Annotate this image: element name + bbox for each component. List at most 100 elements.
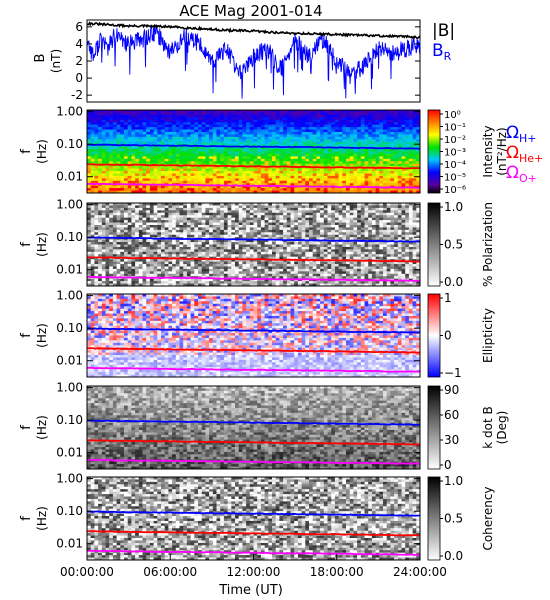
heatmap-cell bbox=[249, 171, 254, 174]
heatmap-cell bbox=[131, 114, 136, 118]
heatmap-cell bbox=[198, 210, 203, 214]
heatmap-cell bbox=[142, 215, 147, 219]
heatmap-cell bbox=[231, 112, 236, 116]
heatmap-cell bbox=[227, 203, 232, 206]
heatmap-cell bbox=[290, 229, 295, 233]
heatmap-cell bbox=[364, 188, 369, 191]
heatmap-cell bbox=[175, 122, 180, 126]
heatmap-cell bbox=[375, 217, 380, 221]
heatmap-cell bbox=[87, 242, 92, 245]
heatmap-cell bbox=[309, 153, 314, 157]
heatmap-cell bbox=[334, 203, 339, 206]
heatmap-cell bbox=[201, 151, 206, 155]
heatmap-cell bbox=[179, 158, 184, 162]
heatmap-cell bbox=[186, 232, 191, 236]
heatmap-cell bbox=[357, 131, 362, 135]
heatmap-cell bbox=[334, 129, 339, 133]
heatmap-cell bbox=[316, 227, 321, 231]
heatmap-cell bbox=[146, 205, 151, 209]
heatmap-cell bbox=[231, 210, 236, 214]
heatmap-cell bbox=[112, 141, 117, 145]
heatmap-cell bbox=[201, 207, 206, 211]
heatmap-cell bbox=[316, 129, 321, 133]
heatmap-cell bbox=[334, 117, 339, 121]
heatmap-cell bbox=[412, 153, 417, 157]
heatmap-cell bbox=[238, 156, 243, 160]
heatmap-cell bbox=[416, 217, 421, 221]
heatmap-cell bbox=[364, 220, 369, 223]
heatmap-cell bbox=[124, 136, 129, 140]
heatmap-cell bbox=[90, 156, 95, 160]
heatmap-cell bbox=[371, 110, 376, 113]
heatmap-cell bbox=[342, 178, 347, 182]
heatmap-cell bbox=[327, 217, 332, 221]
heatmap-cell bbox=[194, 190, 199, 194]
heatmap-cell bbox=[286, 242, 291, 245]
heatmap-cell bbox=[379, 217, 384, 221]
heatmap-cell bbox=[87, 175, 92, 179]
heatmap-cell bbox=[334, 217, 339, 221]
heatmap-cell bbox=[268, 220, 273, 223]
heatmap-cell bbox=[190, 161, 195, 165]
heatmap-cell bbox=[238, 175, 243, 179]
heatmap-cell bbox=[235, 110, 240, 113]
heatmap-cell bbox=[397, 210, 402, 214]
heatmap-cell bbox=[394, 217, 399, 221]
heatmap-cell bbox=[238, 220, 243, 223]
heatmap-cell bbox=[253, 173, 258, 177]
heatmap-cell bbox=[175, 188, 180, 191]
heatmap-cell bbox=[390, 161, 395, 165]
heatmap-cell bbox=[135, 207, 140, 211]
heatmap-cell bbox=[220, 134, 225, 138]
heatmap-cell bbox=[268, 234, 273, 238]
heatmap-cell bbox=[120, 136, 125, 140]
heatmap-cell bbox=[90, 146, 95, 150]
heatmap-cell bbox=[179, 122, 184, 126]
heatmap-cell bbox=[346, 180, 351, 184]
heatmap-cell bbox=[294, 171, 299, 174]
heatmap-cell bbox=[116, 158, 121, 162]
heatmap-cell bbox=[94, 180, 99, 184]
heatmap-cell bbox=[294, 110, 299, 113]
heatmap-cell bbox=[216, 224, 221, 228]
heatmap-cell bbox=[135, 224, 140, 228]
heatmap-cell bbox=[242, 168, 247, 172]
heatmap-cell bbox=[338, 161, 343, 165]
heatmap-cell bbox=[186, 173, 191, 177]
heatmap-cell bbox=[279, 188, 284, 191]
heatmap-cell bbox=[231, 146, 236, 150]
heatmap-cell bbox=[238, 203, 243, 206]
heatmap-cell bbox=[101, 131, 106, 135]
heatmap-cell bbox=[375, 119, 380, 123]
heatmap-cell bbox=[412, 237, 417, 241]
heatmap-cell bbox=[279, 212, 284, 216]
heatmap-cell bbox=[386, 203, 391, 206]
heatmap-cell bbox=[283, 246, 288, 250]
heatmap-cell bbox=[357, 149, 362, 152]
heatmap-cell bbox=[386, 161, 391, 165]
heatmap-cell bbox=[353, 114, 358, 118]
heatmap-cell bbox=[279, 117, 284, 121]
heatmap-cell bbox=[105, 232, 110, 236]
heatmap-cell bbox=[190, 129, 195, 133]
heatmap-cell bbox=[131, 227, 136, 231]
heatmap-cell bbox=[90, 131, 95, 135]
heatmap-cell bbox=[146, 227, 151, 231]
heatmap-cell bbox=[172, 185, 177, 189]
heatmap-cell bbox=[87, 161, 92, 165]
heatmap-cell bbox=[331, 234, 336, 238]
heatmap-cell bbox=[279, 127, 284, 130]
heatmap-cell bbox=[205, 190, 210, 194]
heatmap-cell bbox=[90, 114, 95, 118]
heatmap-cell bbox=[168, 227, 173, 231]
heatmap-cell bbox=[87, 180, 92, 184]
heatmap-cell bbox=[94, 168, 99, 172]
heatmap-cell bbox=[98, 173, 103, 177]
heatmap-cell bbox=[301, 129, 306, 133]
heatmap-cell bbox=[161, 139, 166, 143]
heatmap-cell bbox=[112, 244, 117, 248]
heatmap-cell bbox=[342, 139, 347, 143]
heatmap-cell bbox=[401, 210, 406, 214]
heatmap-cell bbox=[190, 153, 195, 157]
heatmap-cell bbox=[149, 127, 154, 130]
